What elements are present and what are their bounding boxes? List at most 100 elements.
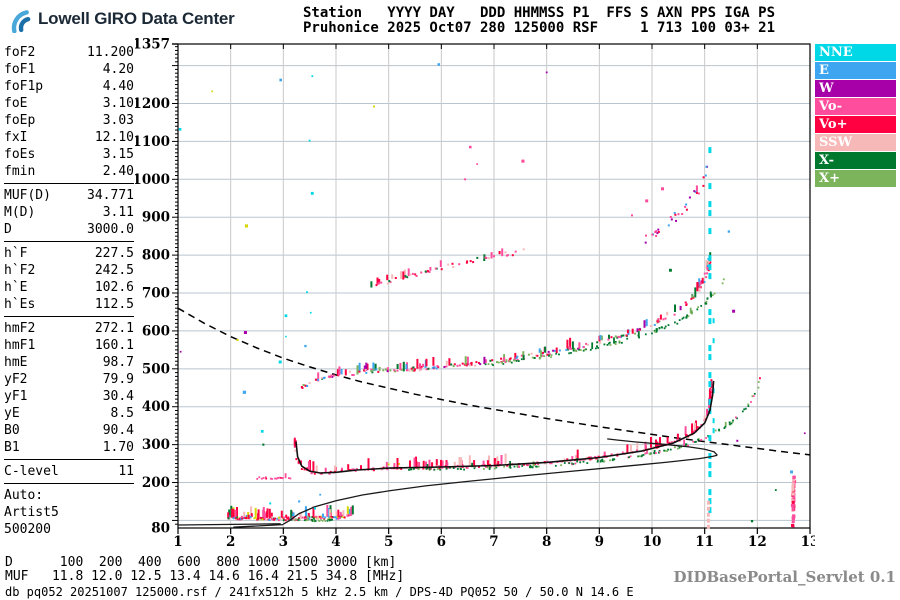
- parameter-row-foes: foEs 3.15: [4, 146, 134, 163]
- station-header-values: Pruhonice 2025 Oct07 280 125000 RSF 1 71…: [303, 20, 776, 36]
- noise-specks: [178, 63, 806, 523]
- echo-direction-legend: NNE E W Vo- Vo+ SSW X- X+: [815, 44, 896, 188]
- trace-F-trace-O: [293, 379, 714, 475]
- parameter-value: 30.4: [102, 389, 134, 404]
- parameter-value: 4.20: [102, 62, 134, 77]
- true-height-profile: [177, 438, 718, 528]
- x-tick-label: 12: [748, 534, 767, 548]
- legend-item-x: X-: [815, 152, 896, 169]
- y-tick-label: 500: [142, 361, 170, 377]
- y-tick-label: 900: [142, 210, 170, 226]
- db-status-line: db pq052 20251007 125000.rsf / 241fx512h…: [5, 585, 634, 599]
- x-tick-label: 7: [489, 534, 498, 548]
- axis-labels: 1357120011001000900800700600500400300200…: [132, 37, 819, 551]
- parameter-value: 34.771: [87, 188, 134, 203]
- y-tick-label: 1000: [135, 172, 170, 188]
- parameter-group: hmF2 272.1 hmF1 160.1 hmE 98.7 yF2 79.9 yF1 30.4 y…: [4, 320, 134, 460]
- parameter-value: 11.200: [87, 45, 134, 60]
- x-tick-label: 2: [226, 534, 235, 548]
- parameter-row-fmin: fmin 2.40: [4, 163, 134, 180]
- y-tick-label: 700: [142, 286, 170, 302]
- y-tick-label: 300: [142, 437, 170, 453]
- parameter-row-ye: yE 8.5: [4, 405, 134, 422]
- parameter-row-he: h`E 102.6: [4, 279, 134, 296]
- y-tick-label: 600: [142, 323, 170, 339]
- y-tick-label: 200: [142, 475, 170, 491]
- parameter-row-fof1p: foF1p 4.40: [4, 78, 134, 95]
- parameter-value: 227.5: [94, 246, 134, 261]
- y-tick-label: 800: [142, 248, 170, 264]
- parameter-label: foF1: [4, 62, 36, 77]
- parameter-label: M(D): [4, 205, 36, 220]
- parameter-label: yE: [4, 406, 20, 421]
- parameter-value: 4.40: [102, 79, 134, 94]
- parameter-row-b0: B0 90.4: [4, 422, 134, 439]
- parameter-label: foEs: [4, 147, 36, 162]
- x-tick-label: 4: [331, 534, 340, 548]
- parameter-value: 12.10: [94, 130, 134, 145]
- legend-item-ssw: SSW: [815, 134, 896, 151]
- parameter-row-hf2: h`F2 242.5: [4, 262, 134, 279]
- legend-item-vo: Vo-: [815, 98, 896, 115]
- parameter-value: 90.4: [102, 423, 134, 438]
- x-tick-label: 3: [279, 534, 288, 548]
- scaled-parameters-panel: foF2 11.200 foF1 4.20 foF1p 4.40 foE 3.10 foEp 3.…: [4, 44, 134, 538]
- autoscaling-info-line: Artist5: [4, 505, 59, 520]
- parameter-row-mufd: MUF(D) 34.771: [4, 187, 134, 204]
- station-header: Station YYYY DAY DDD HHMMSS P1 FFS S AXN…: [303, 6, 775, 36]
- trace-2F-trace: [300, 252, 712, 389]
- parameter-row-d: D 3000.0: [4, 221, 134, 238]
- column-spread-F-SSW-base: [706, 500, 710, 529]
- logo-title: Lowell GIRO Data Center: [38, 8, 235, 28]
- station-header-columns: Station YYYY DAY DDD HHMMSS P1 FFS S AXN…: [303, 5, 776, 21]
- x-tick-label: 9: [595, 534, 604, 548]
- legend-item-nne: NNE: [815, 44, 896, 61]
- echo-traces: [227, 165, 797, 528]
- x-tick-label: 8: [542, 534, 551, 548]
- trace-high-spread: [644, 165, 708, 244]
- parameter-label: yF2: [4, 372, 28, 387]
- giro-waves-icon: [11, 10, 31, 33]
- parameter-label: h`F: [4, 246, 28, 261]
- app-logo: Lowell GIRO Data Center: [6, 4, 235, 33]
- parameter-row-fxi: fxI 12.10: [4, 129, 134, 146]
- axes: [172, 43, 811, 534]
- x-tick-label: 5: [384, 534, 393, 548]
- parameter-group: foF2 11.200 foF1 4.20 foF1p 4.40 foE 3.10 foEp 3.…: [4, 44, 134, 184]
- trace-2F-trace-X: [484, 278, 725, 366]
- x-tick-label: 6: [437, 534, 446, 548]
- parameter-value: 1.70: [102, 440, 134, 455]
- y-tick-label: 400: [142, 399, 170, 415]
- y-tick-label: 1100: [135, 134, 170, 150]
- parameter-value: 11: [118, 464, 134, 479]
- servlet-version-label: DIDBasePortal_Servlet 0.1: [673, 568, 896, 586]
- parameter-label: h`E: [4, 280, 28, 295]
- x-tick-label: 11: [695, 534, 714, 548]
- parameter-value: 160.1: [94, 338, 134, 353]
- parameter-value: 2.40: [102, 164, 134, 179]
- parameter-row-foep: foEp 3.03: [4, 112, 134, 129]
- column-spread-F-NNE: [708, 147, 712, 514]
- parameter-label: hmE: [4, 355, 28, 370]
- parameter-label: D: [4, 222, 12, 237]
- parameter-value: 3.10: [102, 96, 134, 111]
- parameter-row-b1: B1 1.70: [4, 439, 134, 456]
- parameter-row-clevel: C-level 11: [4, 463, 134, 480]
- parameter-value: 3000.0: [87, 222, 134, 237]
- parameter-row-hmf1: hmF1 160.1: [4, 337, 134, 354]
- parameter-label: foF1p: [4, 79, 44, 94]
- parameter-label: foE: [4, 96, 28, 111]
- trace-Es-trace: [227, 504, 354, 522]
- trace-3F-trace: [370, 248, 525, 288]
- parameter-label: foF2: [4, 45, 36, 60]
- parameter-value: 102.6: [94, 280, 134, 295]
- parameter-label: MUF(D): [4, 188, 51, 203]
- parameter-label: h`Es: [4, 297, 36, 312]
- parameter-row-fof1: foF1 4.20: [4, 61, 134, 78]
- parameter-row-fof2: foF2 11.200: [4, 44, 134, 61]
- muf-row: MUF 11.8 12.0 12.5 13.4 14.6 16.4 21.5 3…: [5, 569, 405, 584]
- legend-item-w: W: [815, 80, 896, 97]
- trace-mid-segment-210km: [256, 473, 292, 480]
- parameter-value: 8.5: [110, 406, 134, 421]
- parameter-group: h`F 227.5 h`F2 242.5 h`E 102.6 h`Es 112.5: [4, 245, 134, 317]
